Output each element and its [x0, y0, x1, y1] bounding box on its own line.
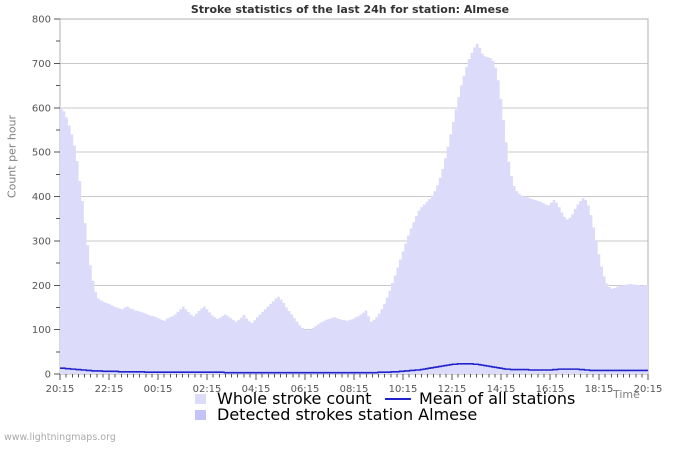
svg-text:100: 100 — [32, 325, 51, 336]
svg-text:20:15: 20:15 — [46, 384, 75, 395]
svg-text:06:15: 06:15 — [291, 384, 320, 395]
svg-text:08:15: 08:15 — [340, 384, 369, 395]
legend-label-whole-stroke-count: Whole stroke count — [217, 389, 372, 408]
svg-text:12:15: 12:15 — [438, 384, 467, 395]
svg-text:00:15: 00:15 — [144, 384, 173, 395]
legend-swatch-detected-strokes — [195, 410, 206, 420]
svg-text:20:15: 20:15 — [634, 384, 663, 395]
svg-text:22:15: 22:15 — [95, 384, 124, 395]
x-axis-label: Time — [613, 388, 640, 401]
legend-swatch-whole-stroke-count — [195, 394, 206, 404]
svg-text:02:15: 02:15 — [193, 384, 222, 395]
svg-text:300: 300 — [32, 236, 51, 247]
chart-title: Stroke statistics of the last 24h for st… — [190, 3, 510, 16]
svg-text:14:15: 14:15 — [487, 384, 516, 395]
svg-text:0: 0 — [45, 370, 51, 381]
svg-text:18:15: 18:15 — [585, 384, 614, 395]
svg-text:10:15: 10:15 — [389, 384, 418, 395]
svg-text:200: 200 — [32, 281, 51, 292]
chart-legend: Whole stroke count Detected strokes stat… — [0, 389, 700, 426]
legend-label-detected-strokes: Detected strokes station Almese — [217, 405, 478, 424]
svg-text:600: 600 — [32, 103, 51, 114]
svg-text:500: 500 — [32, 148, 51, 159]
svg-text:16:15: 16:15 — [536, 384, 565, 395]
watermark: www.lightningmaps.org — [4, 432, 116, 443]
svg-text:800: 800 — [32, 15, 51, 26]
legend-line-mean-of-all-stations — [385, 398, 411, 400]
legend-label-mean-of-all-stations: Mean of all stations — [419, 389, 576, 408]
svg-text:04:15: 04:15 — [242, 384, 271, 395]
svg-text:400: 400 — [32, 192, 51, 203]
svg-text:700: 700 — [32, 59, 51, 70]
